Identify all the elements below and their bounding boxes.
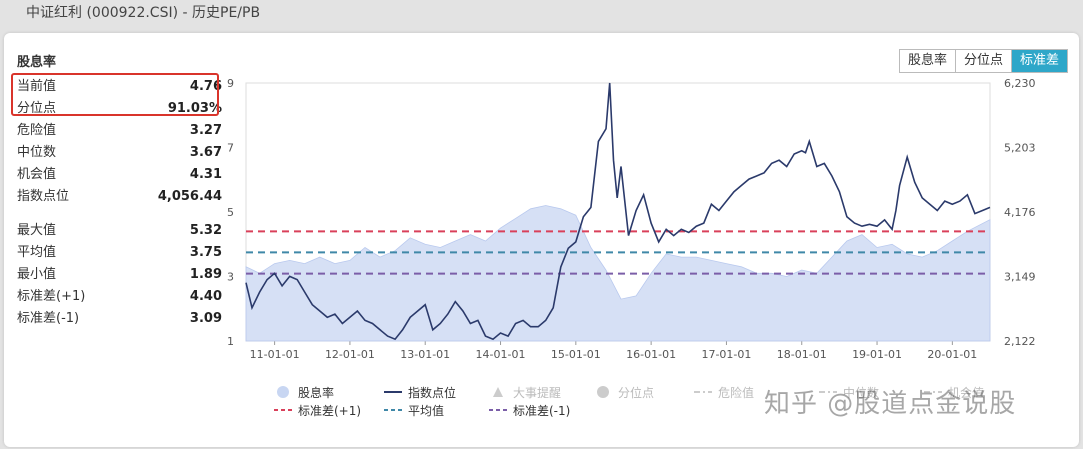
x-tick-label: 19-01-01 (852, 348, 902, 361)
stat-label: 当前值 (17, 79, 57, 94)
legend-circle-icon (274, 386, 292, 398)
stat-label: 最小值 (17, 267, 57, 282)
x-tick-label: 17-01-01 (701, 348, 751, 361)
y-right-tick-label: 5,203 (1004, 142, 1036, 155)
legend-dashdot-icon (694, 386, 712, 398)
x-tick-label: 18-01-01 (777, 348, 827, 361)
x-tick-label: 11-01-01 (250, 348, 300, 361)
legend-item[interactable]: 平均值 (384, 401, 444, 419)
x-tick-label: 12-01-01 (325, 348, 375, 361)
current-value-highlight (11, 73, 219, 116)
legend-item[interactable]: 股息率 (274, 383, 334, 401)
stat-row: 当前值 4.76 (17, 76, 222, 98)
tab-std-dev[interactable]: 标准差 (1011, 50, 1067, 72)
legend-item[interactable]: 指数点位 (384, 383, 456, 401)
stat-label: 平均值 (17, 245, 57, 260)
y-left-tick-label: 5 (227, 206, 234, 219)
legend-label: 危险值 (718, 385, 755, 400)
x-tick-label: 13-01-01 (400, 348, 450, 361)
legend-dash-icon (274, 404, 292, 416)
stat-value: 4.40 (189, 289, 222, 304)
legend-line-icon (384, 386, 402, 398)
stat-row: 最大值 5.32 (17, 220, 222, 242)
stat-row: 标准差(+1) 4.40 (17, 286, 222, 308)
legend-label: 指数点位 (408, 385, 457, 400)
x-tick-label: 15-01-01 (551, 348, 601, 361)
x-tick-label: 14-01-01 (476, 348, 526, 361)
y-left-tick-label: 3 (227, 271, 234, 284)
stat-row: 平均值 3.75 (17, 242, 222, 264)
legend-item[interactable]: 标准差(-1) (489, 401, 570, 419)
stat-value: 4.31 (189, 167, 222, 182)
y-right-tick-label: 6,230 (1004, 77, 1036, 90)
stat-label: 机会值 (17, 167, 57, 182)
legend-label: 股息率 (298, 385, 335, 400)
y-right-tick-label: 2,122 (1004, 335, 1036, 348)
dividend-yield-chart: 1 3 5 7 9 2,122 3,149 4,176 5,203 6,230 11-01-01 12… (227, 77, 1036, 361)
legend-label: 标准差(+1) (298, 403, 362, 418)
stat-row: 中位数 3.67 (17, 142, 222, 164)
view-tabs: 股息率 分位点 标准差 (898, 49, 1068, 73)
watermark: 知乎 @股道点金说股 (764, 389, 1017, 419)
x-tick-label: 20-01-01 (927, 348, 977, 361)
legend-circle-icon (594, 386, 612, 398)
y-left-tick-label: 7 (227, 142, 234, 155)
stat-value: 3.75 (189, 245, 222, 260)
stat-row: 最小值 1.89 (17, 264, 222, 286)
legend-item[interactable]: 机会值 (924, 383, 984, 401)
legend-item[interactable]: 中位数 (819, 383, 879, 401)
stats-heading: 股息率 (17, 55, 57, 70)
stat-label: 最大值 (17, 223, 57, 238)
stat-value: 4.76 (189, 79, 222, 94)
stat-label: 指数点位 (17, 189, 70, 204)
tab-percentile[interactable]: 分位点 (955, 50, 1012, 72)
y-left-tick-label: 1 (227, 335, 234, 348)
stat-value: 3.09 (189, 311, 222, 326)
stat-label: 标准差(-1) (17, 311, 80, 326)
legend-item[interactable]: 分位点 (594, 383, 654, 401)
stat-value: 91.03% (167, 101, 222, 116)
legend-label: 分位点 (618, 385, 655, 400)
legend-label: 机会值 (948, 385, 985, 400)
stat-value: 5.32 (189, 223, 222, 238)
chart-card: 股息率 当前值 4.76 分位点 91.03% 危险值 3.27 中位数 3.67 机会值 4.3… (4, 33, 1079, 447)
stat-value: 3.67 (189, 145, 222, 160)
stat-row: 标准差(-1) 3.09 (17, 308, 222, 330)
stat-label: 分位点 (17, 101, 57, 116)
legend-label: 中位数 (843, 385, 880, 400)
stat-row: 分位点 91.03% (17, 98, 222, 120)
stats-panel: 股息率 当前值 4.76 分位点 91.03% 危险值 3.27 中位数 3.67 机会值 4.3… (17, 51, 222, 330)
y-right-tick-label: 3,149 (1004, 271, 1036, 284)
tab-dividend-yield[interactable]: 股息率 (899, 50, 956, 72)
stat-value: 1.89 (189, 267, 222, 282)
legend-item[interactable]: 大事提醒 (489, 383, 561, 401)
legend-label: 标准差(-1) (513, 403, 571, 418)
index-points-line (245, 82, 991, 341)
legend-item[interactable]: 标准差(+1) (274, 401, 361, 419)
stat-label: 标准差(+1) (17, 289, 86, 304)
legend-label: 大事提醒 (513, 385, 562, 400)
legend-item[interactable]: 危险值 (694, 383, 754, 401)
x-tick-label: 16-01-01 (626, 348, 676, 361)
legend-triangle-icon (489, 386, 507, 398)
legend-dashdot-icon (924, 386, 942, 398)
stat-row: 指数点位 4,056.44 (17, 186, 222, 208)
legend-label: 平均值 (408, 403, 445, 418)
y-left-tick-label: 9 (227, 77, 234, 90)
legend-dash-icon (489, 404, 507, 416)
stat-label: 危险值 (17, 123, 57, 138)
stat-row: 危险值 3.27 (17, 120, 222, 142)
y-right-tick-label: 4,176 (1004, 206, 1036, 219)
stat-row: 机会值 4.31 (17, 164, 222, 186)
stat-value: 4,056.44 (157, 189, 222, 204)
legend-dash-icon (384, 404, 402, 416)
window-title: 中证红利 (000922.CSI) - 历史PE/PB (26, 5, 261, 21)
stat-value: 3.27 (189, 123, 222, 138)
legend-dashdot-icon (819, 386, 837, 398)
stat-label: 中位数 (17, 145, 57, 160)
